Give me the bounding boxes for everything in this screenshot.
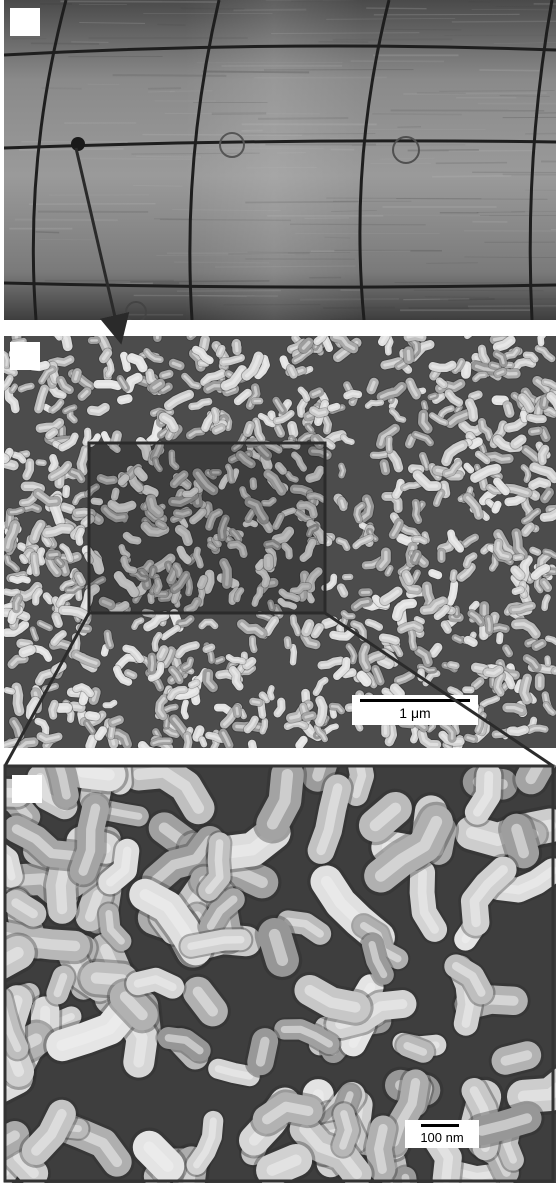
photo-panel: [4, 0, 556, 320]
panel-label-b: [10, 342, 40, 370]
panel-label-c: [12, 775, 42, 803]
scalebar-line: [421, 1124, 459, 1127]
scalebar-label: 100 nm: [420, 1130, 464, 1145]
scalebar-overview: 1 μm: [352, 695, 478, 725]
scalebar-zoom: 100 nm: [405, 1120, 479, 1148]
sem-overview-image: [4, 336, 556, 748]
cylinder-photo: [4, 0, 556, 320]
scalebar-line: [360, 699, 470, 702]
panel-label-a: [10, 8, 40, 36]
scalebar-label: 1 μm: [399, 705, 431, 721]
micrograph-panel-overview: [4, 336, 556, 748]
